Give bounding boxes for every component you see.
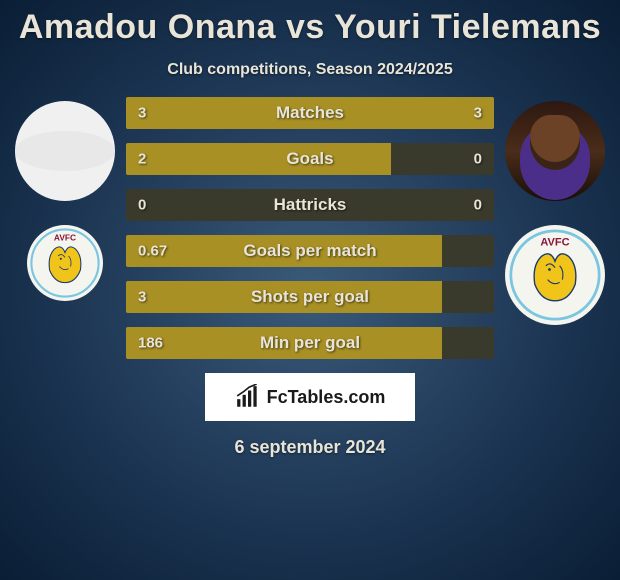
- brand-text: FcTables.com: [267, 387, 386, 408]
- stat-row: 00Hattricks: [126, 189, 494, 221]
- stat-label: Goals per match: [126, 241, 494, 261]
- stat-label: Hattricks: [126, 195, 494, 215]
- right-side: AVFC: [500, 97, 610, 359]
- page-subtitle: Club competitions, Season 2024/2025: [167, 61, 452, 79]
- chart-icon: [235, 384, 261, 410]
- stat-row: 20Goals: [126, 143, 494, 175]
- avfc-badge-icon: AVFC: [509, 229, 601, 321]
- brand-footer: FcTables.com: [205, 373, 415, 421]
- main-content: Amadou Onana vs Youri Tielemans Club com…: [0, 0, 620, 580]
- date-label: 6 september 2024: [234, 437, 385, 458]
- stat-label: Goals: [126, 149, 494, 169]
- stat-bars: 33Matches 20Goals 00Hattricks 0.67Goals per…: [120, 97, 500, 359]
- svg-text:AVFC: AVFC: [540, 237, 569, 249]
- stat-row: 33Matches: [126, 97, 494, 129]
- stat-label: Matches: [126, 103, 494, 123]
- stat-label: Min per goal: [126, 333, 494, 353]
- comparison-area: AVFC 33Matches 20Goals 00Hattricks 0.67Goal…: [0, 97, 620, 359]
- right-club-badge: AVFC: [505, 225, 605, 325]
- right-player-avatar: [505, 101, 605, 201]
- stat-label: Shots per goal: [126, 287, 494, 307]
- left-club-badge: AVFC: [27, 225, 103, 301]
- page-title: Amadou Onana vs Youri Tielemans: [19, 8, 601, 47]
- stat-row: 0.67Goals per match: [126, 235, 494, 267]
- stat-row: 3Shots per goal: [126, 281, 494, 313]
- stat-row: 186Min per goal: [126, 327, 494, 359]
- left-side: AVFC: [10, 97, 120, 359]
- left-player-avatar: [15, 101, 115, 201]
- svg-text:AVFC: AVFC: [54, 233, 76, 243]
- avfc-badge-icon: AVFC: [30, 228, 100, 298]
